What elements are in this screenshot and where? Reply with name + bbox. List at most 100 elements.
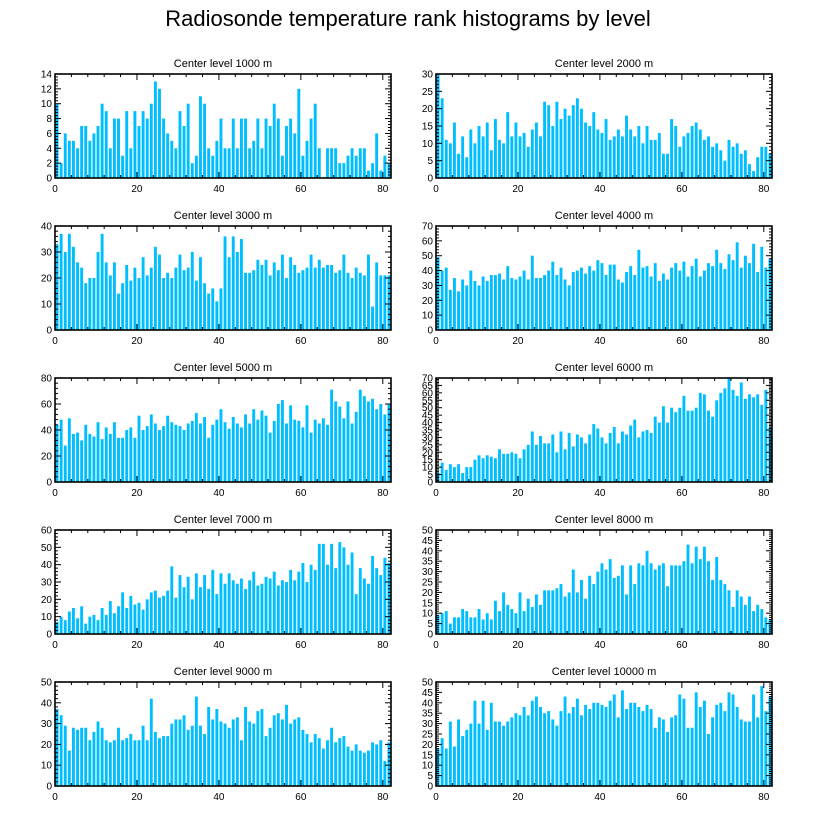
y-tick-label: 20 bbox=[422, 296, 434, 307]
histogram-bar bbox=[436, 615, 440, 634]
histogram-bar bbox=[481, 458, 485, 482]
histogram-bar bbox=[387, 562, 391, 634]
histogram-bar bbox=[555, 725, 559, 786]
histogram-bar bbox=[190, 163, 194, 178]
histogram-bar bbox=[211, 424, 215, 482]
histogram-bar bbox=[674, 126, 678, 178]
histogram-bar bbox=[158, 738, 161, 786]
x-tick-label: 60 bbox=[676, 640, 688, 651]
histogram-bar bbox=[485, 613, 489, 634]
y-tick-label: 10 bbox=[41, 99, 53, 110]
histogram-bar bbox=[244, 588, 247, 634]
histogram-bar bbox=[481, 700, 485, 786]
histogram-bar bbox=[71, 246, 75, 330]
y-tick-label: 15 bbox=[422, 122, 434, 133]
histogram-bar bbox=[748, 596, 751, 634]
histogram-bar bbox=[612, 694, 616, 786]
histogram-bar bbox=[735, 143, 739, 178]
histogram-bar bbox=[149, 267, 153, 330]
y-tick-label: 0 bbox=[46, 782, 52, 793]
x-tick-label: 60 bbox=[295, 488, 307, 499]
histogram-bar bbox=[305, 734, 309, 786]
y-tick-label: 30 bbox=[422, 567, 434, 578]
x-tick-label: 40 bbox=[213, 488, 225, 499]
histogram-bar bbox=[178, 719, 182, 786]
histogram-bar bbox=[186, 576, 190, 634]
histogram-bar bbox=[686, 727, 690, 786]
histogram-bar bbox=[641, 143, 645, 178]
x-tick-label: 80 bbox=[377, 184, 389, 195]
histogram-bar bbox=[539, 136, 542, 178]
y-tick-label: 25 bbox=[422, 440, 434, 451]
histogram-bar bbox=[330, 389, 334, 482]
histogram-bar bbox=[530, 700, 534, 786]
histogram-bar bbox=[387, 163, 391, 178]
histogram-bar bbox=[235, 252, 239, 330]
y-tick-label: 50 bbox=[422, 526, 434, 537]
histogram-bar bbox=[682, 561, 686, 634]
histogram-bar bbox=[166, 415, 170, 482]
histogram-bar bbox=[625, 434, 628, 482]
histogram-bar bbox=[59, 616, 63, 634]
histogram-bar bbox=[563, 449, 567, 482]
histogram-bar bbox=[633, 584, 637, 634]
histogram-bar bbox=[555, 588, 559, 634]
histogram-bar bbox=[616, 279, 620, 330]
histogram-bar bbox=[661, 406, 665, 482]
histogram-bar bbox=[707, 263, 710, 330]
histogram-bar bbox=[485, 729, 489, 786]
histogram-bar bbox=[297, 420, 301, 482]
histogram-bar bbox=[604, 569, 608, 634]
histogram-bar bbox=[272, 420, 276, 482]
histogram-bar bbox=[444, 611, 448, 634]
x-tick-label: 40 bbox=[213, 336, 225, 347]
histogram-bar bbox=[489, 456, 493, 482]
histogram-bar bbox=[305, 267, 309, 330]
x-tick-label: 20 bbox=[131, 488, 143, 499]
histogram-bar bbox=[371, 163, 375, 178]
histogram-bar bbox=[231, 719, 235, 786]
y-tick-label: 45 bbox=[422, 688, 434, 699]
histogram-bar bbox=[559, 711, 563, 786]
panel-title: Center level 8000 m bbox=[555, 514, 653, 526]
histogram-bar bbox=[158, 430, 161, 482]
histogram-bar bbox=[354, 744, 358, 786]
histogram-bar bbox=[219, 118, 223, 178]
histogram-bar bbox=[178, 575, 182, 634]
histogram-bar bbox=[96, 620, 100, 634]
histogram-bar bbox=[584, 273, 588, 330]
histogram-bar bbox=[293, 580, 297, 634]
y-tick-label: 30 bbox=[422, 70, 434, 81]
histogram-bar bbox=[268, 432, 272, 482]
y-tick-label: 45 bbox=[422, 536, 434, 547]
histogram-bar bbox=[657, 717, 661, 786]
histogram-bar bbox=[137, 740, 141, 786]
histogram-bar bbox=[506, 721, 510, 786]
histogram-bar bbox=[190, 599, 194, 634]
histogram-bar bbox=[698, 559, 702, 634]
histogram-bar bbox=[690, 410, 694, 482]
histogram-bar bbox=[702, 700, 706, 786]
histogram-bar bbox=[711, 717, 715, 786]
histogram-bar bbox=[612, 577, 616, 634]
histogram-bar bbox=[584, 443, 588, 482]
histogram-bar bbox=[88, 616, 92, 634]
histogram-bar bbox=[92, 436, 96, 482]
histogram-bar bbox=[629, 565, 633, 634]
histogram-bar bbox=[698, 392, 702, 482]
histogram-bar bbox=[764, 617, 768, 634]
histogram-bar bbox=[280, 400, 284, 482]
histogram-bar bbox=[342, 254, 346, 330]
histogram-bar bbox=[289, 118, 293, 178]
y-tick-label: 0 bbox=[46, 630, 52, 641]
histogram-bar bbox=[256, 118, 260, 178]
histogram-bar bbox=[731, 606, 735, 634]
histogram-bar bbox=[59, 233, 63, 330]
histogram-bar bbox=[440, 98, 444, 178]
histogram-bar bbox=[362, 396, 366, 482]
histogram-bar bbox=[313, 103, 317, 178]
histogram-bar bbox=[317, 148, 321, 178]
histogram-bar bbox=[375, 409, 379, 482]
histogram-bar bbox=[670, 407, 674, 482]
histogram-bar bbox=[145, 118, 149, 178]
